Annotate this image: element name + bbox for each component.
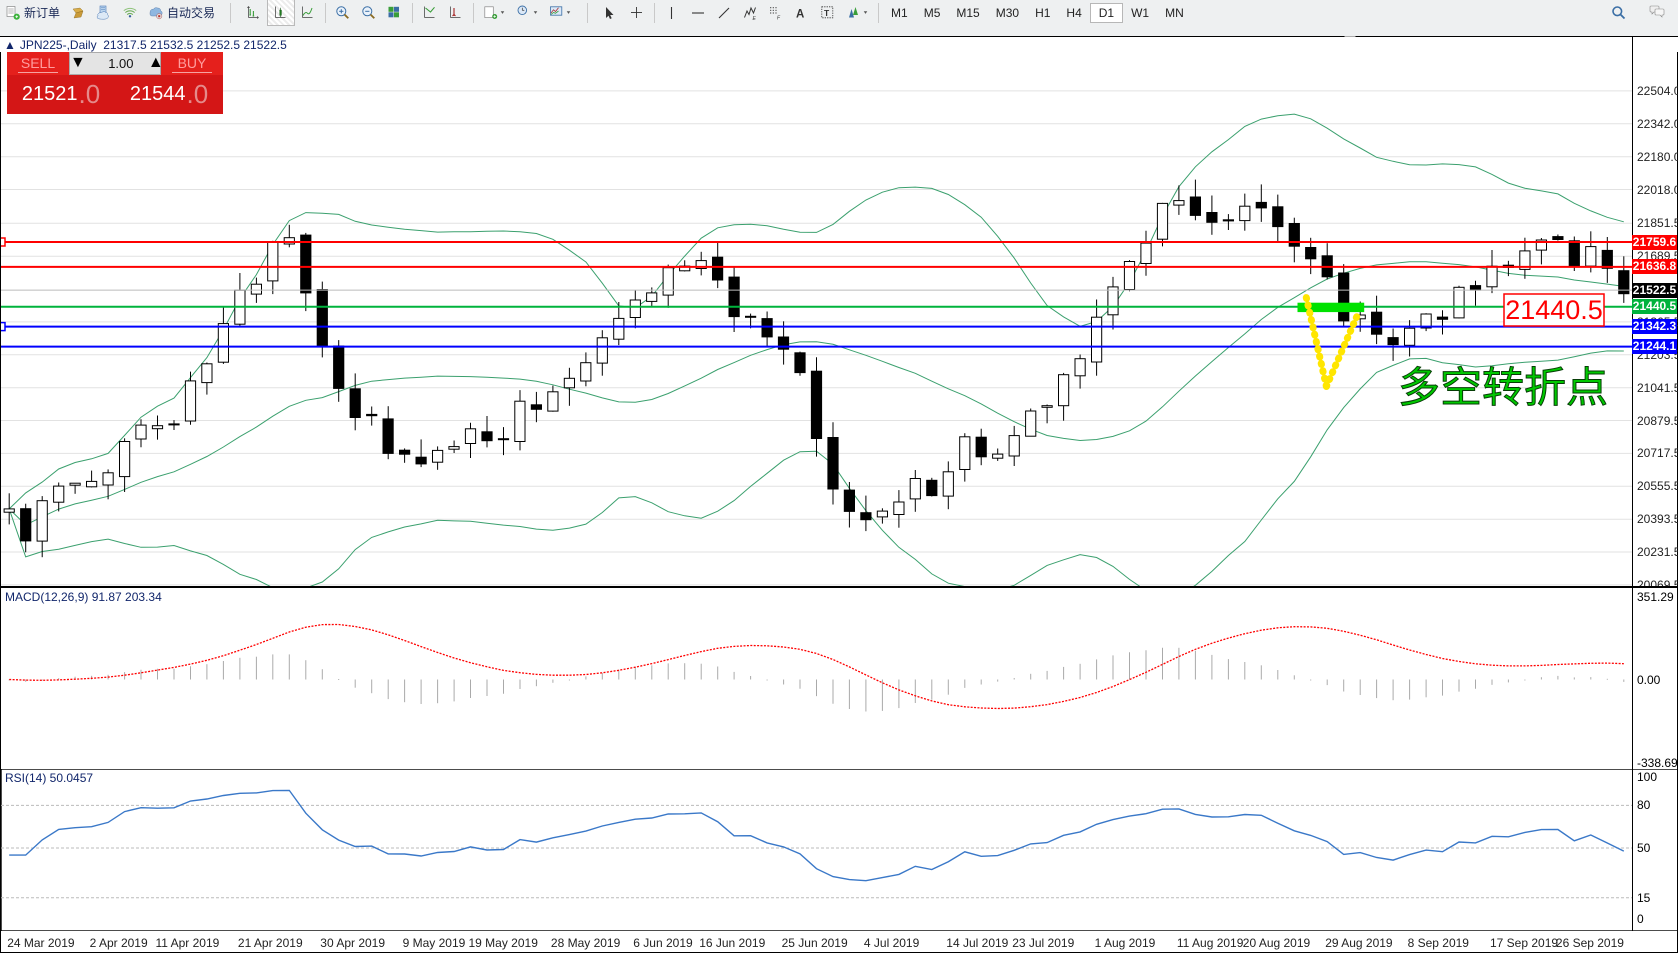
svg-text:A: A xyxy=(796,8,804,20)
svg-text:21440.5: 21440.5 xyxy=(1505,295,1603,325)
svg-text:E: E xyxy=(753,16,757,21)
svg-text:T: T xyxy=(824,8,830,18)
svg-text:F: F xyxy=(777,15,781,21)
svg-text:多空转折点: 多空转折点 xyxy=(1398,364,1608,411)
